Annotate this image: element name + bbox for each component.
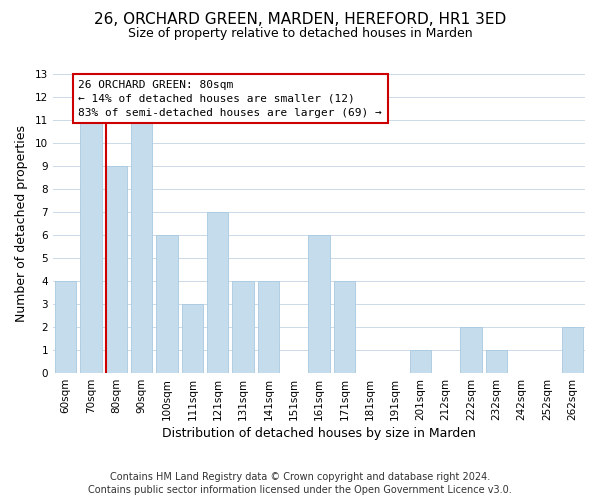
Text: 26, ORCHARD GREEN, MARDEN, HEREFORD, HR1 3ED: 26, ORCHARD GREEN, MARDEN, HEREFORD, HR1… (94, 12, 506, 28)
Bar (334, 281, 355, 373)
Y-axis label: Number of detached properties: Number of detached properties (15, 125, 28, 322)
Bar (80, 120, 102, 373)
Bar (55, 281, 76, 373)
Text: Contains public sector information licensed under the Open Government Licence v3: Contains public sector information licen… (88, 485, 512, 495)
X-axis label: Distribution of detached houses by size in Marden: Distribution of detached houses by size … (162, 427, 476, 440)
Bar (562, 327, 583, 373)
Bar (308, 235, 330, 373)
Bar (485, 350, 507, 373)
Bar (257, 281, 279, 373)
Bar (207, 212, 229, 373)
Bar (156, 235, 178, 373)
Bar (460, 327, 482, 373)
Text: 26 ORCHARD GREEN: 80sqm
← 14% of detached houses are smaller (12)
83% of semi-de: 26 ORCHARD GREEN: 80sqm ← 14% of detache… (79, 80, 382, 118)
Bar (106, 166, 127, 373)
Text: Size of property relative to detached houses in Marden: Size of property relative to detached ho… (128, 28, 472, 40)
Text: Contains HM Land Registry data © Crown copyright and database right 2024.: Contains HM Land Registry data © Crown c… (110, 472, 490, 482)
Bar (182, 304, 203, 373)
Bar (232, 281, 254, 373)
Bar (131, 120, 152, 373)
Bar (410, 350, 431, 373)
